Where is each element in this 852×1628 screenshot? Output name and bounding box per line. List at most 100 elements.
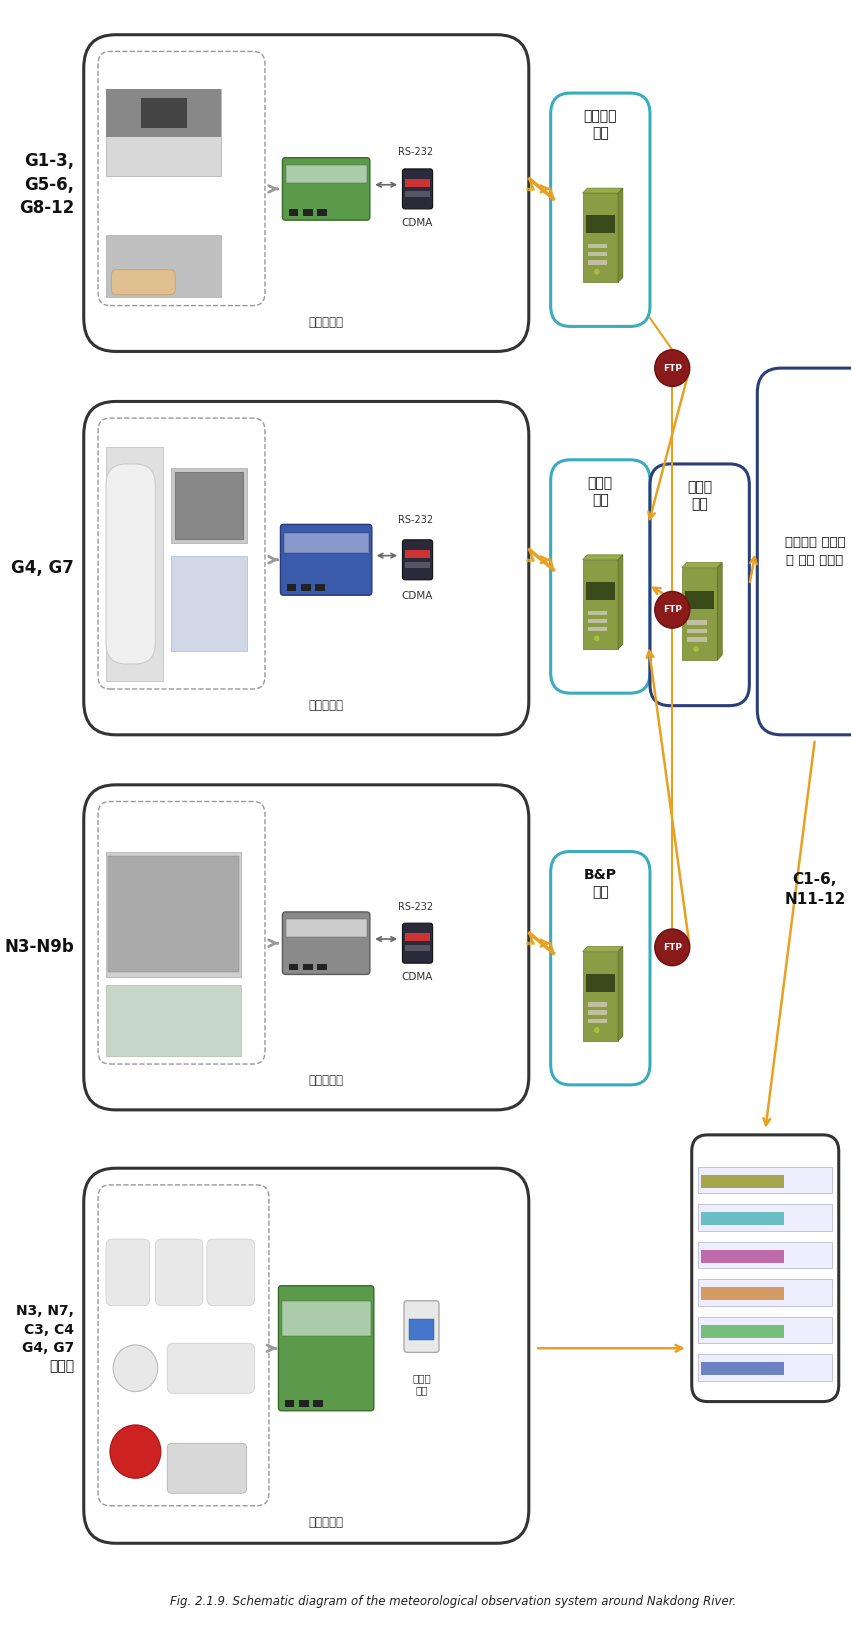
FancyBboxPatch shape xyxy=(313,1400,323,1407)
FancyBboxPatch shape xyxy=(302,964,313,970)
FancyBboxPatch shape xyxy=(285,1400,294,1407)
FancyBboxPatch shape xyxy=(582,194,618,282)
Text: RS-232: RS-232 xyxy=(398,902,433,912)
FancyBboxPatch shape xyxy=(106,985,241,1055)
FancyBboxPatch shape xyxy=(83,402,528,734)
Polygon shape xyxy=(681,563,722,568)
Text: 메모리
카드: 메모리 카드 xyxy=(412,1374,430,1395)
FancyBboxPatch shape xyxy=(697,1280,832,1306)
FancyBboxPatch shape xyxy=(700,1250,783,1263)
Text: RS-232: RS-232 xyxy=(398,514,433,524)
FancyBboxPatch shape xyxy=(587,1019,607,1022)
FancyBboxPatch shape xyxy=(700,1363,783,1376)
FancyBboxPatch shape xyxy=(107,856,239,972)
FancyBboxPatch shape xyxy=(404,1301,439,1353)
Text: G1-3,
G5-6,
G8-12: G1-3, G5-6, G8-12 xyxy=(19,151,74,218)
Circle shape xyxy=(593,1027,599,1034)
FancyBboxPatch shape xyxy=(282,158,370,220)
FancyBboxPatch shape xyxy=(697,1242,832,1268)
FancyBboxPatch shape xyxy=(171,469,246,544)
FancyBboxPatch shape xyxy=(697,1354,832,1381)
FancyBboxPatch shape xyxy=(700,1325,783,1338)
FancyBboxPatch shape xyxy=(282,912,370,975)
FancyBboxPatch shape xyxy=(83,785,528,1110)
FancyBboxPatch shape xyxy=(106,90,221,137)
FancyBboxPatch shape xyxy=(550,459,649,694)
FancyBboxPatch shape xyxy=(405,946,429,951)
Text: 데이터로거: 데이터로거 xyxy=(308,698,343,711)
Text: N3-N9b: N3-N9b xyxy=(4,938,74,956)
FancyBboxPatch shape xyxy=(685,591,713,609)
Circle shape xyxy=(593,635,599,641)
FancyBboxPatch shape xyxy=(301,584,310,591)
FancyBboxPatch shape xyxy=(112,270,175,295)
FancyBboxPatch shape xyxy=(83,34,528,352)
FancyBboxPatch shape xyxy=(402,169,432,208)
FancyBboxPatch shape xyxy=(285,164,366,182)
FancyBboxPatch shape xyxy=(289,964,298,970)
FancyBboxPatch shape xyxy=(681,568,717,659)
FancyBboxPatch shape xyxy=(585,583,613,601)
FancyBboxPatch shape xyxy=(587,1011,607,1014)
FancyBboxPatch shape xyxy=(175,472,243,539)
Text: 케이웨더
서버: 케이웨더 서버 xyxy=(583,109,616,140)
FancyBboxPatch shape xyxy=(280,524,371,596)
Text: CDMA: CDMA xyxy=(401,591,433,601)
Text: CDMA: CDMA xyxy=(401,218,433,228)
FancyBboxPatch shape xyxy=(106,448,163,681)
FancyBboxPatch shape xyxy=(286,584,296,591)
Circle shape xyxy=(654,930,689,965)
FancyBboxPatch shape xyxy=(299,1400,308,1407)
Polygon shape xyxy=(618,946,622,1040)
FancyBboxPatch shape xyxy=(106,464,155,664)
FancyBboxPatch shape xyxy=(141,98,187,129)
Text: CDMA: CDMA xyxy=(401,972,433,982)
Circle shape xyxy=(654,591,689,628)
FancyBboxPatch shape xyxy=(106,851,241,977)
FancyBboxPatch shape xyxy=(207,1239,254,1306)
Text: 데이터로거: 데이터로거 xyxy=(308,1516,343,1529)
Polygon shape xyxy=(582,946,622,951)
FancyBboxPatch shape xyxy=(550,851,649,1084)
FancyBboxPatch shape xyxy=(155,1239,203,1306)
Text: Fig. 2.1.9. Schematic diagram of the meteorological observation system around Na: Fig. 2.1.9. Schematic diagram of the met… xyxy=(170,1595,735,1608)
Text: G4, G7: G4, G7 xyxy=(11,558,74,578)
FancyBboxPatch shape xyxy=(587,244,607,249)
FancyBboxPatch shape xyxy=(405,179,429,187)
FancyBboxPatch shape xyxy=(691,1135,838,1402)
FancyBboxPatch shape xyxy=(405,562,429,568)
FancyBboxPatch shape xyxy=(402,923,432,964)
FancyBboxPatch shape xyxy=(587,252,607,257)
FancyBboxPatch shape xyxy=(83,1169,528,1543)
Text: FTP: FTP xyxy=(662,943,681,952)
Text: 데이터로거: 데이터로거 xyxy=(308,316,343,329)
FancyBboxPatch shape xyxy=(687,637,706,641)
Circle shape xyxy=(110,1424,161,1478)
FancyBboxPatch shape xyxy=(106,1239,150,1306)
FancyBboxPatch shape xyxy=(700,1213,783,1226)
FancyBboxPatch shape xyxy=(317,964,326,970)
Polygon shape xyxy=(618,555,622,650)
FancyBboxPatch shape xyxy=(697,1317,832,1343)
FancyBboxPatch shape xyxy=(582,951,618,1040)
FancyBboxPatch shape xyxy=(700,1288,783,1301)
Circle shape xyxy=(693,646,698,651)
FancyBboxPatch shape xyxy=(687,620,706,625)
FancyBboxPatch shape xyxy=(587,619,607,624)
FancyBboxPatch shape xyxy=(757,368,852,734)
FancyBboxPatch shape xyxy=(285,920,366,938)
FancyBboxPatch shape xyxy=(687,628,706,633)
Text: RS-232: RS-232 xyxy=(398,147,433,158)
Polygon shape xyxy=(618,189,622,282)
FancyBboxPatch shape xyxy=(317,210,326,217)
FancyBboxPatch shape xyxy=(405,190,429,197)
Text: B&P
서버: B&P 서버 xyxy=(583,868,616,899)
Text: N3, N7,
C3, C4
G4, G7
블록스: N3, N7, C3, C4 G4, G7 블록스 xyxy=(16,1304,74,1374)
FancyBboxPatch shape xyxy=(587,1003,607,1006)
FancyBboxPatch shape xyxy=(278,1286,373,1411)
Text: 데이터로거: 데이터로거 xyxy=(308,1074,343,1088)
FancyBboxPatch shape xyxy=(284,532,368,554)
FancyBboxPatch shape xyxy=(697,1167,832,1193)
FancyBboxPatch shape xyxy=(550,93,649,327)
FancyBboxPatch shape xyxy=(167,1444,246,1493)
